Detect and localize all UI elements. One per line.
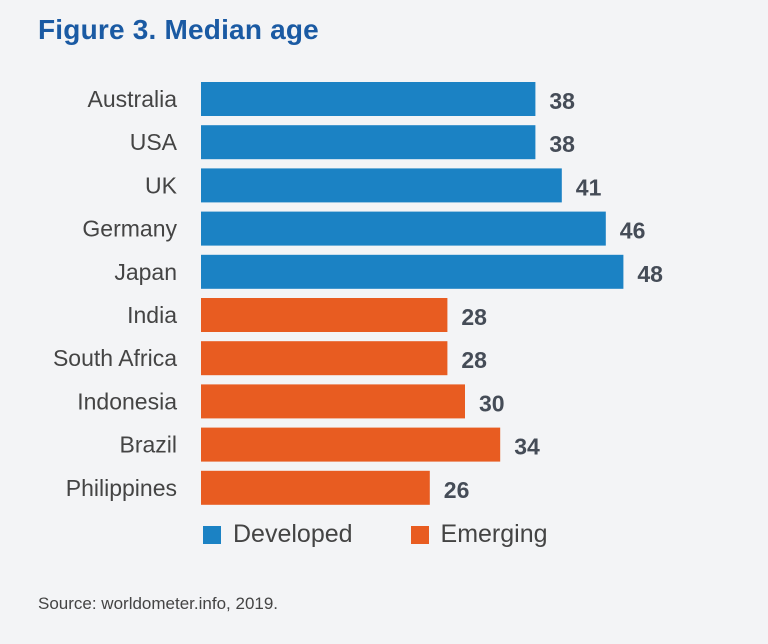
category-label-india: India	[127, 302, 177, 328]
bars: Australia 38 USA 38 UK 41 Germany 46 Japan 48 Indi…	[53, 82, 663, 505]
legend-item-emerging: Emerging	[410, 520, 548, 549]
bar-india	[201, 298, 448, 332]
category-label-germany: Germany	[82, 216, 177, 242]
value-label-india: 28	[461, 304, 487, 330]
bar-chart: Australia 38 USA 38 UK 41 Germany 46 Japan 48 Indi…	[53, 82, 663, 505]
value-label-australia: 38	[549, 88, 575, 114]
legend-label-emerging: Emerging	[440, 520, 548, 548]
category-label-uk: UK	[145, 172, 178, 198]
category-label-australia: Australia	[88, 86, 178, 112]
category-label-usa: USA	[130, 129, 178, 155]
bar-philippines	[201, 470, 430, 505]
legend-label-developed: Developed	[233, 520, 353, 548]
category-label-south-africa: South Africa	[53, 345, 177, 371]
bar-indonesia	[201, 384, 465, 419]
bar-usa	[201, 125, 536, 160]
bar-uk	[201, 168, 562, 203]
value-label-japan: 48	[637, 261, 663, 287]
bar-south-africa	[201, 341, 448, 376]
legend-swatch-emerging	[410, 525, 429, 544]
legend-swatch-developed	[203, 525, 221, 544]
category-label-indonesia: Indonesia	[77, 388, 177, 414]
value-label-uk: 41	[576, 174, 602, 200]
legend-item-developed: Developed	[203, 520, 353, 549]
value-label-south-africa: 28	[461, 347, 487, 373]
value-label-germany: 46	[620, 218, 646, 244]
legend: Developed Emerging	[203, 520, 606, 549]
bar-brazil	[201, 427, 501, 462]
value-label-indonesia: 30	[479, 390, 505, 416]
bar-australia	[201, 82, 536, 116]
value-label-usa: 38	[549, 131, 575, 157]
category-label-japan: Japan	[114, 259, 177, 285]
category-label-brazil: Brazil	[119, 432, 177, 458]
source-note: Source: worldometer.info, 2019.	[38, 594, 279, 613]
value-label-philippines: 26	[444, 477, 470, 503]
bar-germany	[201, 211, 606, 246]
value-label-brazil: 34	[514, 434, 540, 460]
bar-japan	[201, 254, 624, 289]
chart-title: Figure 3. Median age	[38, 14, 319, 45]
category-label-philippines: Philippines	[66, 475, 177, 501]
